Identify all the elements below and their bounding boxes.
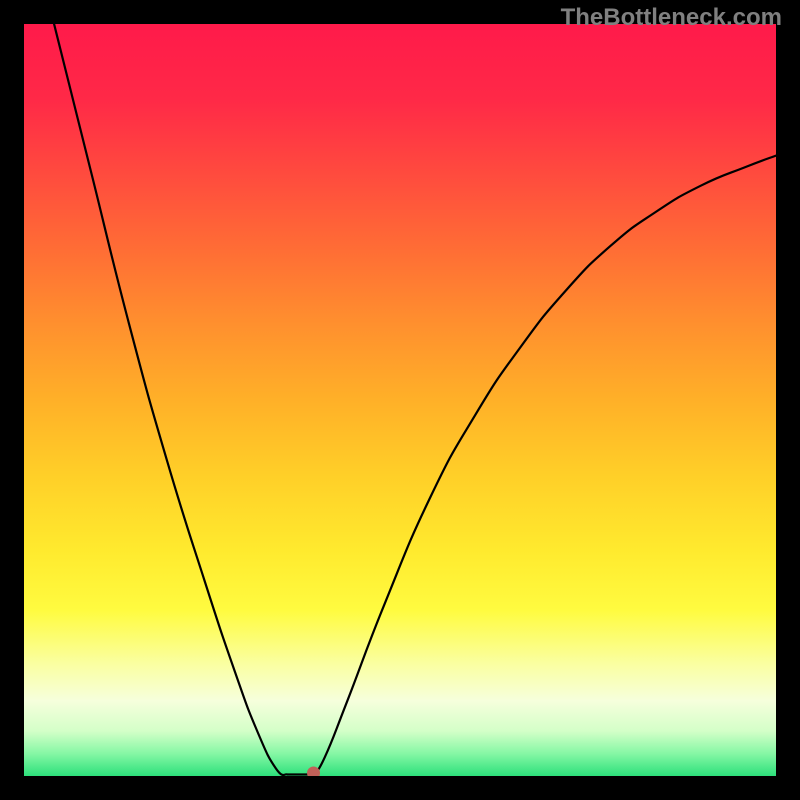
plot-area xyxy=(24,24,776,776)
chart-container: TheBottleneck.com xyxy=(0,0,800,800)
watermark-text: TheBottleneck.com xyxy=(561,4,782,32)
chart-svg xyxy=(24,24,776,776)
gradient-background xyxy=(24,24,776,776)
